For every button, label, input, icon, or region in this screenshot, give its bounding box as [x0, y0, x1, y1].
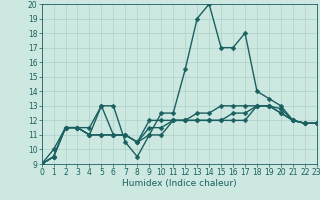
X-axis label: Humidex (Indice chaleur): Humidex (Indice chaleur): [122, 179, 236, 188]
